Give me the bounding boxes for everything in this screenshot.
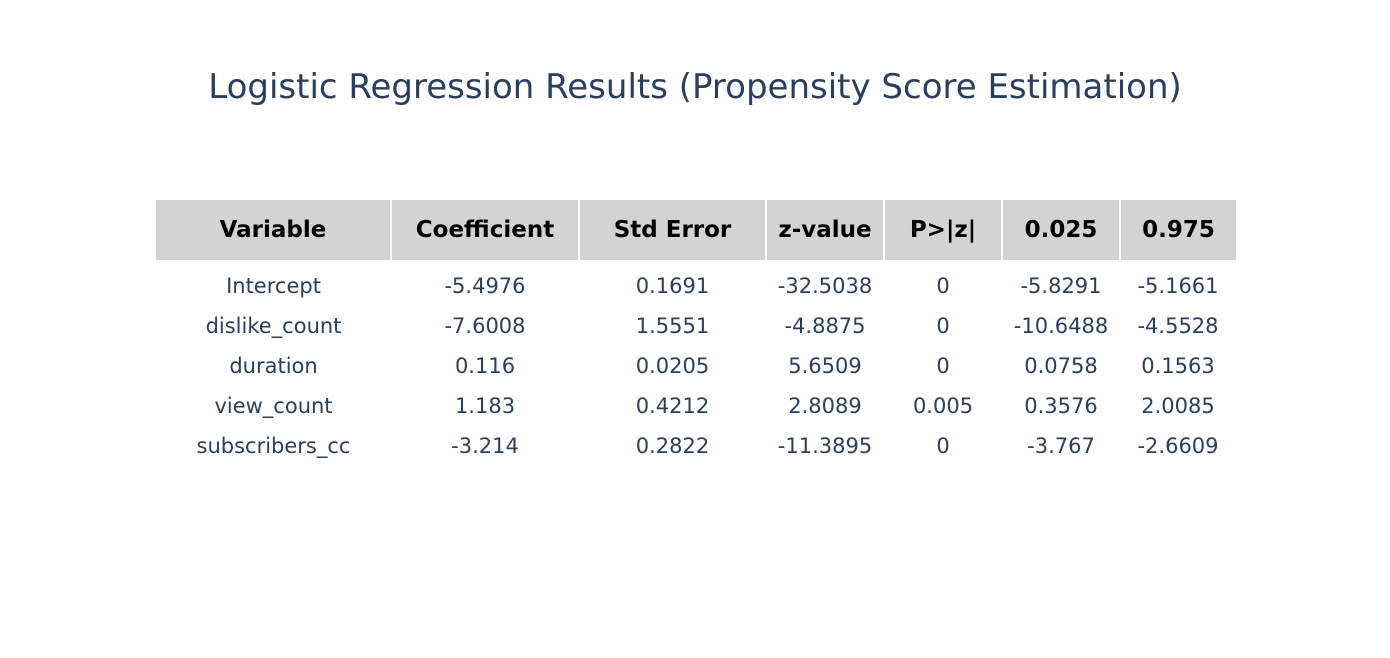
header-variable: Variable bbox=[156, 200, 392, 260]
table-row: Intercept -5.4976 0.1691 -32.5038 0 -5.8291 -5… bbox=[156, 260, 1236, 306]
cell-std-error: 0.0205 bbox=[635, 354, 710, 378]
cell-ci-upper: 2.0085 bbox=[1141, 394, 1215, 418]
header-std-error: Std Error bbox=[578, 200, 767, 260]
cell-variable: Intercept bbox=[226, 274, 321, 298]
cell-std-error: 0.2822 bbox=[635, 434, 710, 458]
cell-std-error: 1.5551 bbox=[635, 314, 710, 338]
table-body: Intercept -5.4976 0.1691 -32.5038 0 -5.8291 -5… bbox=[156, 260, 1236, 466]
header-z-value: z-value bbox=[765, 200, 885, 260]
regression-table: Variable Coefficient Std Error z-value P… bbox=[156, 200, 1236, 466]
cell-coefficient: 1.183 bbox=[454, 394, 516, 418]
cell-p-value: 0.005 bbox=[912, 394, 974, 418]
cell-z-value: 5.6509 bbox=[788, 354, 862, 378]
cell-variable: dislike_count bbox=[205, 314, 342, 338]
table-row: view_count 1.183 0.4212 2.8089 0.005 0.3576 2.… bbox=[156, 386, 1236, 426]
table-row: subscribers_cc -3.214 0.2822 -11.3895 0 -3.76… bbox=[156, 426, 1236, 466]
header-p-value: P>|z| bbox=[883, 200, 1003, 260]
cell-coefficient: -5.4976 bbox=[444, 274, 526, 298]
cell-ci-lower: -5.8291 bbox=[1020, 274, 1102, 298]
table-header-row: Variable Coefficient Std Error z-value P… bbox=[156, 200, 1236, 260]
cell-p-value: 0 bbox=[936, 434, 950, 458]
cell-variable: view_count bbox=[214, 394, 333, 418]
cell-coefficient: -3.214 bbox=[451, 434, 519, 458]
cell-variable: duration bbox=[229, 354, 318, 378]
cell-p-value: 0 bbox=[936, 314, 950, 338]
table-row: dislike_count -7.6008 1.5551 -4.8875 0 -10.64… bbox=[156, 306, 1236, 346]
cell-coefficient: -7.6008 bbox=[444, 314, 526, 338]
cell-variable: subscribers_cc bbox=[196, 434, 351, 458]
cell-std-error: 0.1691 bbox=[635, 274, 710, 298]
chart-title: Logistic Regression Results (Propensity … bbox=[208, 67, 1182, 107]
cell-ci-upper: 0.1563 bbox=[1141, 354, 1215, 378]
table-row: duration 0.116 0.0205 5.6509 0 0.0758 0.1563 bbox=[156, 346, 1236, 386]
header-ci-lower: 0.025 bbox=[1001, 200, 1121, 260]
header-ci-upper: 0.975 bbox=[1119, 200, 1236, 260]
cell-z-value: -11.3895 bbox=[777, 434, 873, 458]
cell-z-value: -4.8875 bbox=[784, 314, 866, 338]
header-coefficient: Coefficient bbox=[390, 200, 580, 260]
cell-ci-upper: -4.5528 bbox=[1137, 314, 1219, 338]
cell-std-error: 0.4212 bbox=[635, 394, 710, 418]
cell-z-value: 2.8089 bbox=[788, 394, 862, 418]
cell-ci-lower: 0.0758 bbox=[1024, 354, 1098, 378]
cell-p-value: 0 bbox=[936, 274, 950, 298]
cell-ci-upper: -5.1661 bbox=[1137, 274, 1219, 298]
cell-p-value: 0 bbox=[936, 354, 950, 378]
cell-ci-upper: -2.6609 bbox=[1137, 434, 1219, 458]
cell-ci-lower: -10.6488 bbox=[1013, 314, 1109, 338]
cell-z-value: -32.5038 bbox=[777, 274, 873, 298]
cell-coefficient: 0.116 bbox=[454, 354, 516, 378]
cell-ci-lower: -3.767 bbox=[1027, 434, 1095, 458]
cell-ci-lower: 0.3576 bbox=[1024, 394, 1098, 418]
